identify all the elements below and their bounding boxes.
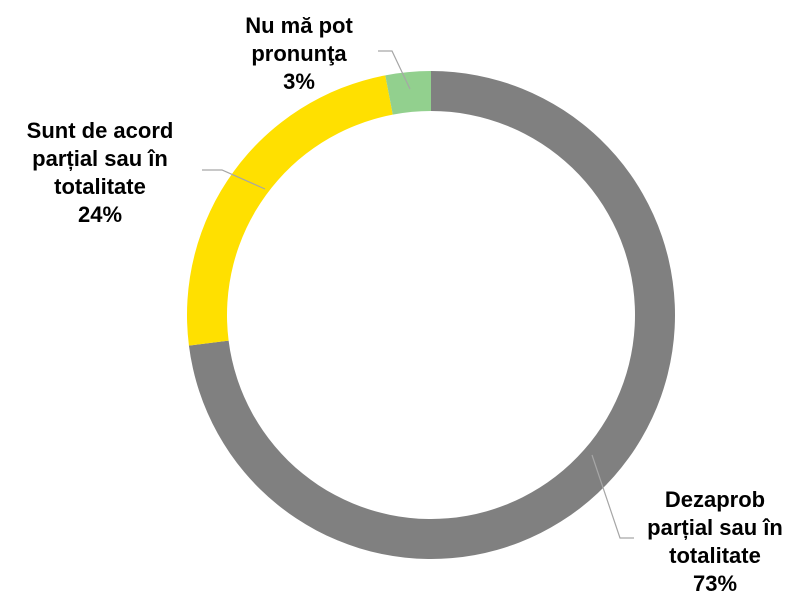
data-label-1: Sunt de acord parțial sau în totalitate 24%	[27, 118, 174, 227]
data-label-line: Sunt de acord	[27, 118, 174, 143]
donut-slices	[187, 71, 675, 559]
slice-labels: Dezaprob parțial sau în totalitate 73% Sunt …	[27, 13, 783, 595]
data-label-line: totalitate	[54, 174, 146, 199]
donut-slice-2	[385, 71, 431, 115]
data-label-line: parțial sau în	[32, 146, 168, 171]
data-label-line: Dezaprob	[665, 487, 765, 512]
data-label-line: pronunţa	[251, 41, 347, 66]
data-label-0: Dezaprob parțial sau în totalitate 73%	[647, 487, 783, 595]
data-label-2: Nu mă pot pronunţa 3%	[245, 13, 353, 94]
leader-line-0	[591, 454, 634, 539]
leader-line-2	[378, 50, 411, 90]
donut-slice-1	[187, 75, 393, 346]
data-label-value: 24%	[78, 202, 122, 227]
leader-lines	[202, 50, 634, 539]
data-label-line: parțial sau în	[647, 515, 783, 540]
leader-line-1	[202, 169, 266, 190]
data-label-value: 73%	[693, 571, 737, 595]
data-label-value: 3%	[283, 69, 315, 94]
data-label-line: Nu mă pot	[245, 13, 353, 38]
data-label-line: totalitate	[669, 543, 761, 568]
